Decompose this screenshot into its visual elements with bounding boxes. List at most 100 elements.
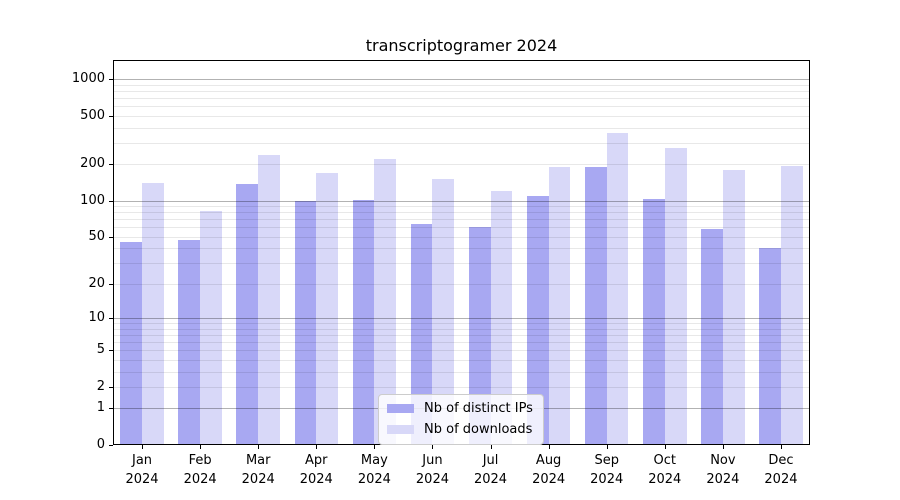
x-axis-tick bbox=[258, 445, 260, 449]
x-axis-tick bbox=[200, 445, 202, 449]
y-axis-tick bbox=[109, 408, 113, 410]
y-axis-tick bbox=[109, 386, 113, 388]
gridline-minor bbox=[113, 386, 810, 388]
bar-downloads-nov bbox=[722, 170, 745, 445]
gridline-minor bbox=[113, 283, 810, 285]
y-axis-tick-label: 10 bbox=[88, 310, 105, 326]
gridline-minor bbox=[113, 164, 810, 166]
gridline-minor bbox=[113, 84, 810, 86]
bar-distinct-ips-dec bbox=[759, 248, 781, 445]
gridline-major bbox=[113, 79, 810, 81]
bar-distinct-ips-sep bbox=[584, 167, 607, 445]
bar-downloads-sep bbox=[606, 133, 629, 445]
legend-swatch-downloads bbox=[387, 425, 414, 434]
x-axis-tick bbox=[548, 445, 550, 449]
bar-downloads-feb bbox=[200, 211, 222, 445]
y-axis-tick bbox=[109, 283, 113, 285]
bar-distinct-ips-aug bbox=[526, 195, 549, 445]
x-axis-tick-label: Apr 2024 bbox=[299, 453, 333, 487]
bar-downloads-mar bbox=[258, 155, 280, 445]
gridline-major bbox=[113, 200, 810, 202]
x-axis-tick-label: Feb 2024 bbox=[183, 453, 217, 487]
legend-label: Nb of distinct IPs bbox=[424, 401, 533, 416]
y-axis-tick-label: 1000 bbox=[71, 71, 105, 87]
bar-distinct-ips-jul bbox=[468, 227, 491, 445]
gridline-minor bbox=[113, 328, 810, 330]
bar-distinct-ips-nov bbox=[701, 229, 723, 445]
bar-downloads-jun bbox=[432, 179, 455, 445]
legend-label: Nb of downloads bbox=[424, 422, 533, 437]
gridline-minor bbox=[113, 212, 810, 214]
y-axis-tick-label: 50 bbox=[88, 228, 105, 244]
gridline-major bbox=[113, 318, 810, 320]
gridline-minor bbox=[113, 371, 810, 373]
chart-title: transcriptogramer 2024 bbox=[365, 36, 558, 55]
bar-distinct-ips-may bbox=[352, 199, 375, 445]
plot-box bbox=[113, 60, 810, 445]
x-axis-tick-label: May 2024 bbox=[357, 453, 391, 487]
y-axis-tick-label: 5 bbox=[96, 342, 105, 358]
y-axis-tick bbox=[109, 350, 113, 352]
bar-distinct-ips-apr bbox=[294, 200, 317, 445]
x-axis-tick bbox=[316, 445, 318, 449]
x-axis-tick-label: Mar 2024 bbox=[241, 453, 275, 487]
x-axis-tick-label: Aug 2024 bbox=[532, 453, 566, 487]
x-axis-tick bbox=[780, 445, 782, 449]
bar-distinct-ips-mar bbox=[236, 184, 259, 445]
x-axis-tick-label: Jan 2024 bbox=[125, 453, 159, 487]
y-axis-tick-label: 500 bbox=[80, 107, 105, 123]
x-axis-tick bbox=[142, 445, 144, 449]
gridline-minor bbox=[113, 106, 810, 108]
y-axis-tick-label: 0 bbox=[96, 437, 105, 452]
gridline-minor bbox=[113, 341, 810, 343]
y-axis-tick-label: 2 bbox=[96, 378, 105, 394]
gridline-minor bbox=[113, 350, 810, 352]
gridline-minor bbox=[113, 227, 810, 229]
x-axis-tick-label: Jul 2024 bbox=[473, 453, 508, 487]
y-axis-tick-label: 1 bbox=[96, 400, 105, 416]
gridline-minor bbox=[113, 206, 810, 208]
gridline-minor bbox=[113, 98, 810, 100]
gridline-minor bbox=[113, 334, 810, 336]
x-axis-tick bbox=[722, 445, 724, 449]
bar-downloads-dec bbox=[780, 166, 803, 445]
gridline-minor bbox=[113, 263, 810, 265]
y-axis-tick bbox=[109, 79, 113, 81]
y-axis-tick-label: 100 bbox=[80, 192, 105, 208]
gridline-minor bbox=[113, 359, 810, 361]
bar-downloads-aug bbox=[548, 166, 571, 445]
bar-distinct-ips-jun bbox=[410, 223, 433, 445]
x-axis-tick-label: Dec 2024 bbox=[764, 453, 798, 487]
legend-item: Nb of downloads bbox=[387, 422, 533, 437]
x-axis-tick bbox=[606, 445, 608, 449]
bar-distinct-ips-oct bbox=[643, 198, 665, 445]
bar-downloads-jan bbox=[142, 182, 164, 445]
x-axis-tick-label: Oct 2024 bbox=[648, 453, 682, 487]
y-axis-tick bbox=[109, 445, 113, 446]
legend: Nb of distinct IPs Nb of downloads bbox=[378, 394, 544, 445]
gridline-minor bbox=[113, 248, 810, 250]
x-axis-tick-label: Nov 2024 bbox=[706, 453, 740, 487]
legend-swatch-distinct-ips bbox=[387, 404, 414, 413]
y-axis-tick bbox=[109, 318, 113, 320]
legend-item: Nb of distinct IPs bbox=[387, 401, 533, 416]
gridline-minor bbox=[113, 115, 810, 117]
x-axis-tick bbox=[490, 445, 492, 449]
gridline-minor bbox=[113, 90, 810, 92]
gridline-minor bbox=[113, 323, 810, 325]
y-axis-tick bbox=[109, 164, 113, 166]
y-axis-tick bbox=[109, 236, 113, 238]
x-axis-tick bbox=[664, 445, 666, 449]
x-axis-tick bbox=[374, 445, 376, 449]
gridline-minor bbox=[113, 127, 810, 129]
bar-distinct-ips-jan bbox=[120, 242, 143, 445]
bar-downloads-may bbox=[374, 159, 397, 445]
y-axis-tick-label: 20 bbox=[88, 275, 105, 291]
x-axis-tick-label: Sep 2024 bbox=[590, 453, 624, 487]
y-axis-tick bbox=[109, 200, 113, 202]
x-axis-tick-label: Jun 2024 bbox=[415, 453, 449, 487]
bar-downloads-apr bbox=[316, 173, 339, 445]
bar-downloads-jul bbox=[490, 190, 513, 445]
